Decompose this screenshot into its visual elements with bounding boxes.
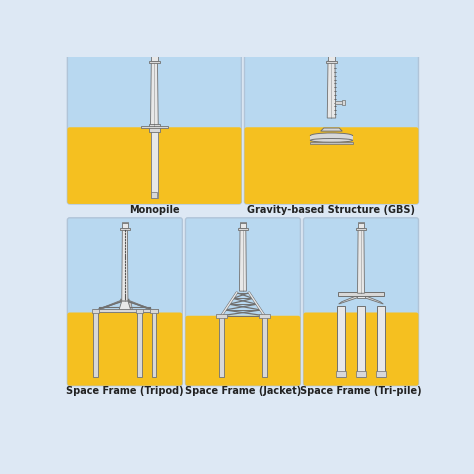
FancyBboxPatch shape	[185, 316, 301, 386]
Bar	[140, 126, 168, 128]
Bar	[262, 316, 267, 377]
Polygon shape	[151, 61, 158, 126]
FancyBboxPatch shape	[245, 49, 419, 204]
Polygon shape	[127, 300, 155, 312]
Bar	[149, 124, 160, 132]
Ellipse shape	[310, 133, 353, 138]
Bar	[151, 132, 158, 195]
Bar	[219, 316, 224, 377]
Bar	[151, 126, 158, 198]
FancyBboxPatch shape	[185, 218, 301, 386]
Text: Space Frame (Tripod): Space Frame (Tripod)	[66, 386, 183, 396]
Polygon shape	[128, 302, 133, 311]
FancyBboxPatch shape	[67, 127, 241, 204]
Polygon shape	[327, 61, 336, 118]
Bar	[240, 221, 246, 223]
Bar	[151, 55, 158, 61]
Bar	[259, 314, 270, 318]
Bar	[337, 371, 346, 377]
Bar	[326, 61, 337, 63]
Bar	[337, 306, 345, 377]
Bar	[238, 228, 248, 229]
Bar	[240, 223, 246, 228]
Bar	[149, 61, 160, 63]
Text: Space Frame (Jacket): Space Frame (Jacket)	[185, 386, 301, 396]
Bar	[150, 310, 158, 313]
Bar	[93, 312, 98, 377]
Bar	[376, 371, 386, 377]
Bar	[151, 191, 157, 198]
Polygon shape	[365, 296, 383, 304]
Bar	[137, 312, 142, 377]
Polygon shape	[118, 301, 131, 311]
Bar	[93, 310, 158, 312]
Polygon shape	[239, 228, 246, 291]
Bar	[310, 136, 353, 140]
Bar	[328, 55, 335, 61]
Bar	[216, 314, 227, 318]
Bar	[377, 306, 385, 377]
Bar	[136, 310, 143, 313]
Bar	[328, 54, 335, 55]
FancyBboxPatch shape	[245, 127, 419, 204]
Text: Gravity-based Structure (GBS): Gravity-based Structure (GBS)	[247, 205, 416, 215]
Polygon shape	[95, 300, 123, 312]
Bar	[92, 310, 100, 313]
Bar	[151, 54, 158, 55]
Bar	[122, 223, 128, 228]
Text: Space Frame (Tri-pile): Space Frame (Tri-pile)	[300, 386, 422, 396]
Bar	[356, 228, 366, 229]
Bar	[358, 223, 364, 228]
FancyBboxPatch shape	[67, 218, 182, 386]
Bar	[122, 221, 128, 223]
Polygon shape	[357, 228, 365, 293]
Polygon shape	[338, 296, 357, 304]
Text: Monopile: Monopile	[129, 205, 180, 215]
Bar	[335, 101, 343, 104]
Bar	[338, 292, 384, 296]
Bar	[120, 228, 130, 229]
Ellipse shape	[310, 138, 353, 142]
Bar	[152, 312, 156, 377]
Bar	[357, 306, 365, 377]
Bar	[310, 142, 353, 144]
Bar	[357, 293, 365, 298]
FancyBboxPatch shape	[67, 49, 241, 204]
Bar	[358, 221, 364, 223]
Polygon shape	[321, 128, 342, 131]
FancyBboxPatch shape	[303, 218, 419, 386]
Bar	[356, 371, 365, 377]
FancyBboxPatch shape	[303, 312, 419, 386]
FancyBboxPatch shape	[67, 312, 182, 386]
Bar	[342, 100, 346, 105]
Polygon shape	[122, 228, 128, 301]
